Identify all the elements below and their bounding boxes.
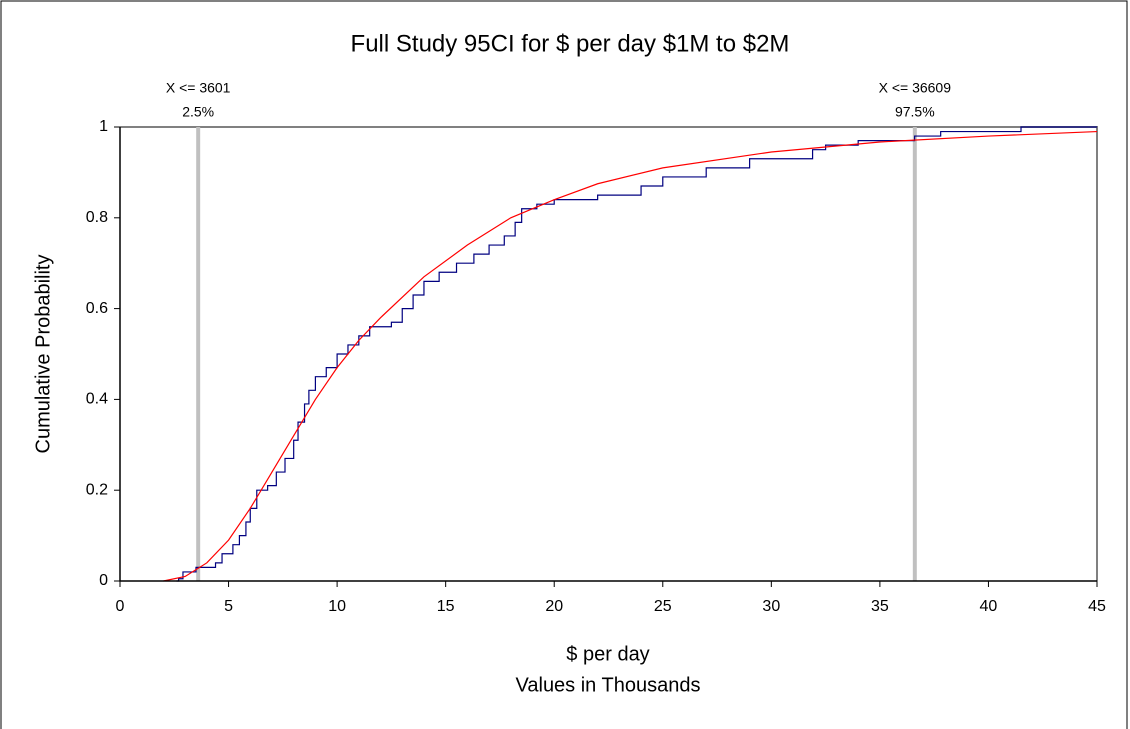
x-axis-label: $ per day bbox=[566, 643, 649, 665]
x-tick-label: 10 bbox=[328, 598, 346, 615]
axes bbox=[119, 127, 1097, 582]
y-tick-label: 0 bbox=[99, 572, 108, 589]
percentile-percent: 97.5% bbox=[895, 104, 935, 120]
percentile-label: X <= 36609 bbox=[879, 80, 952, 96]
x-tick-label: 20 bbox=[545, 598, 563, 615]
chart-title: Full Study 95CI for $ per day $1M to $2M bbox=[351, 30, 790, 57]
x-tick-label: 15 bbox=[437, 598, 455, 615]
x-tick-label: 45 bbox=[1088, 598, 1106, 615]
empirical-step-line bbox=[176, 126, 1097, 582]
x-tick-label: 30 bbox=[762, 598, 780, 615]
x-tick-label: 5 bbox=[224, 598, 233, 615]
x-tick-label: 0 bbox=[116, 598, 125, 615]
percentile-label: X <= 3601 bbox=[166, 80, 231, 96]
y-tick-label: 0.4 bbox=[86, 391, 108, 408]
y-axis-label: Cumulative Probability bbox=[32, 255, 54, 454]
y-tick-label: 0.8 bbox=[86, 209, 108, 226]
y-tick-label: 1 bbox=[99, 118, 108, 135]
x-tick-label: 35 bbox=[871, 598, 889, 615]
x-tick-label: 40 bbox=[980, 598, 998, 615]
x-tick-label: 25 bbox=[654, 598, 672, 615]
percentile-percent: 2.5% bbox=[182, 104, 214, 120]
y-tick-label: 0.2 bbox=[86, 481, 108, 498]
y-tick-label: 0.6 bbox=[86, 300, 108, 317]
fitted-curve bbox=[163, 130, 1098, 582]
x-axis-sublabel: Values in Thousands bbox=[516, 674, 701, 696]
